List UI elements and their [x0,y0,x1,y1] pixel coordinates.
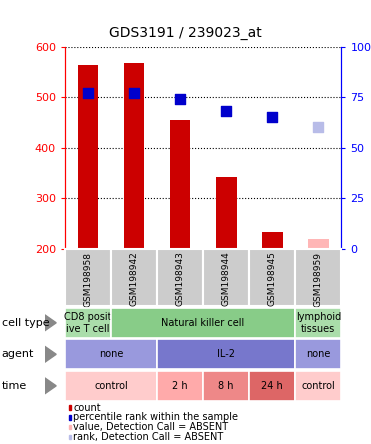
Point [315,124,321,131]
Bar [124,63,144,249]
Polygon shape [45,315,56,331]
Text: control: control [301,381,335,391]
Point [177,95,183,103]
Text: IL-2: IL-2 [217,349,235,359]
Bar [170,120,190,249]
Text: time: time [2,381,27,391]
Bar [216,177,237,249]
Text: agent: agent [2,349,34,359]
Text: GSM198944: GSM198944 [221,251,231,306]
Text: CD8 posit
ive T cell: CD8 posit ive T cell [64,312,112,333]
Point [269,114,275,121]
Bar [262,232,283,249]
Text: percentile rank within the sample: percentile rank within the sample [73,412,239,422]
Text: value, Detection Call = ABSENT: value, Detection Call = ABSENT [73,422,229,432]
Text: GSM198942: GSM198942 [129,251,138,306]
Text: rank, Detection Call = ABSENT: rank, Detection Call = ABSENT [73,432,224,442]
Text: lymphoid
tissues: lymphoid tissues [296,312,341,333]
Text: Natural killer cell: Natural killer cell [161,318,245,328]
Polygon shape [45,346,56,362]
Text: 2 h: 2 h [172,381,188,391]
Text: 8 h: 8 h [219,381,234,391]
Polygon shape [45,378,56,394]
Bar [78,65,98,249]
Point [223,108,229,115]
Text: GSM198958: GSM198958 [83,251,92,306]
Text: count: count [73,403,101,412]
Text: GDS3191 / 239023_at: GDS3191 / 239023_at [109,26,262,40]
Text: 24 h: 24 h [261,381,283,391]
Text: none: none [99,349,123,359]
Point [85,90,91,97]
Text: cell type: cell type [2,318,49,328]
Point [131,90,137,97]
Text: none: none [306,349,331,359]
Text: GSM198943: GSM198943 [175,251,185,306]
Text: GSM198959: GSM198959 [314,251,323,306]
Text: control: control [94,381,128,391]
Bar [308,238,329,249]
Text: GSM198945: GSM198945 [268,251,277,306]
